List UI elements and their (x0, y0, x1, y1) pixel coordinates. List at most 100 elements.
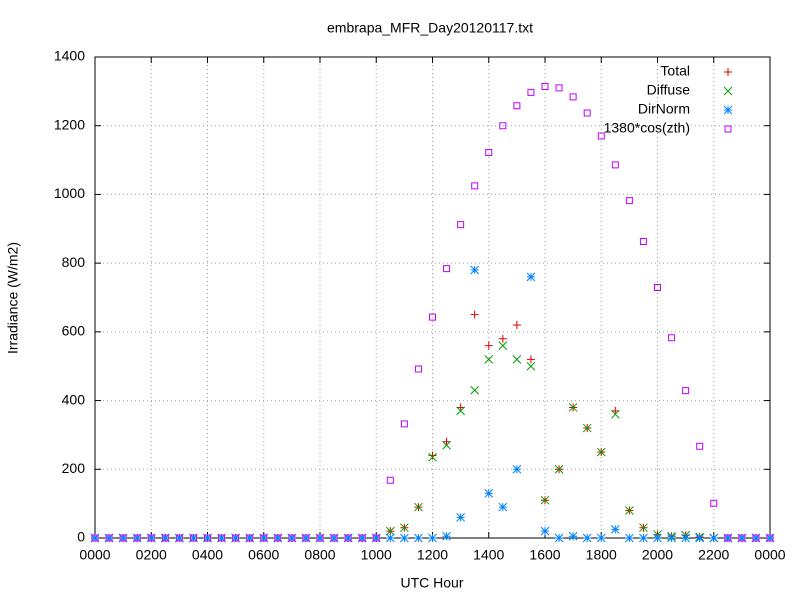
point (470, 310, 479, 319)
point (175, 534, 183, 542)
point (484, 354, 494, 364)
point (118, 533, 128, 543)
x-tick-label: 0800 (304, 547, 335, 563)
y-tick-label: 1400 (54, 48, 85, 64)
point (189, 533, 198, 543)
point (681, 533, 690, 543)
point (400, 533, 409, 543)
x-tick-label: 1200 (417, 547, 448, 563)
point (204, 534, 211, 542)
point (146, 533, 156, 543)
point (527, 88, 535, 96)
x-axis-label: UTC Hour (400, 575, 463, 591)
point (682, 387, 690, 395)
point (709, 533, 719, 543)
point (132, 533, 142, 543)
point (344, 534, 352, 542)
point (203, 533, 212, 543)
point (498, 341, 508, 350)
point (442, 440, 451, 450)
y-tick-label: 1200 (54, 116, 85, 132)
point (273, 533, 283, 543)
y-tick-label: 600 (62, 323, 86, 339)
x-tick-label: 1800 (586, 547, 617, 563)
legend-marker (724, 125, 732, 133)
point (246, 534, 254, 542)
point (751, 533, 761, 543)
point (456, 513, 465, 522)
y-tick-label: 0 (77, 529, 85, 545)
point (582, 423, 592, 433)
point (554, 533, 564, 543)
point (765, 533, 775, 543)
point (456, 403, 465, 412)
point (105, 534, 113, 542)
point (385, 533, 395, 543)
point (668, 334, 676, 342)
point (371, 533, 381, 543)
y-tick-label: 800 (62, 254, 86, 270)
y-axis-label: Irradiance (W/m2) (5, 242, 21, 354)
point (724, 534, 732, 542)
chart-title: embrapa_MFR_Day20120117.txt (327, 20, 533, 36)
point (160, 533, 170, 543)
point (484, 341, 493, 350)
point (400, 523, 409, 533)
y-tick-label: 1000 (54, 185, 85, 201)
point (301, 533, 311, 543)
point (372, 534, 380, 542)
point (654, 284, 661, 292)
point (554, 464, 564, 474)
point (752, 534, 760, 542)
point (357, 533, 367, 543)
point (189, 534, 197, 542)
x-tick-label: 0200 (136, 547, 167, 563)
point (484, 488, 494, 498)
point (582, 533, 592, 543)
point (443, 265, 451, 273)
point (385, 526, 395, 536)
point (596, 533, 606, 543)
point (315, 533, 325, 543)
point (470, 265, 480, 275)
point (90, 533, 100, 543)
legend-label: DirNorm (638, 101, 690, 117)
point (428, 451, 437, 460)
legend-label: Diffuse (647, 82, 691, 98)
x-tick-label: 1000 (361, 547, 392, 563)
point (696, 442, 704, 450)
point (611, 161, 619, 169)
y-tick-label: 400 (62, 391, 86, 407)
point (457, 221, 465, 229)
point (217, 533, 226, 543)
legend-marker (723, 105, 733, 115)
x-tick-label: 0400 (192, 547, 223, 563)
x-tick-label: 1400 (473, 547, 504, 563)
point (738, 534, 746, 542)
point (274, 534, 282, 542)
point (288, 534, 296, 542)
point (512, 464, 522, 474)
point (218, 534, 226, 542)
point (386, 476, 394, 484)
point (316, 534, 324, 542)
legend-label: Total (660, 63, 690, 79)
point (442, 437, 451, 446)
point (400, 420, 408, 428)
point (343, 533, 353, 543)
point (133, 534, 141, 542)
point (259, 533, 269, 543)
point (737, 533, 747, 543)
point (414, 365, 422, 373)
point (610, 409, 620, 419)
x-tick-label: 2000 (642, 547, 673, 563)
point (541, 83, 549, 91)
point (498, 334, 507, 343)
point (161, 534, 169, 542)
point (104, 533, 114, 543)
point (526, 361, 536, 371)
point (639, 237, 647, 245)
point (625, 197, 633, 205)
point (540, 495, 550, 505)
